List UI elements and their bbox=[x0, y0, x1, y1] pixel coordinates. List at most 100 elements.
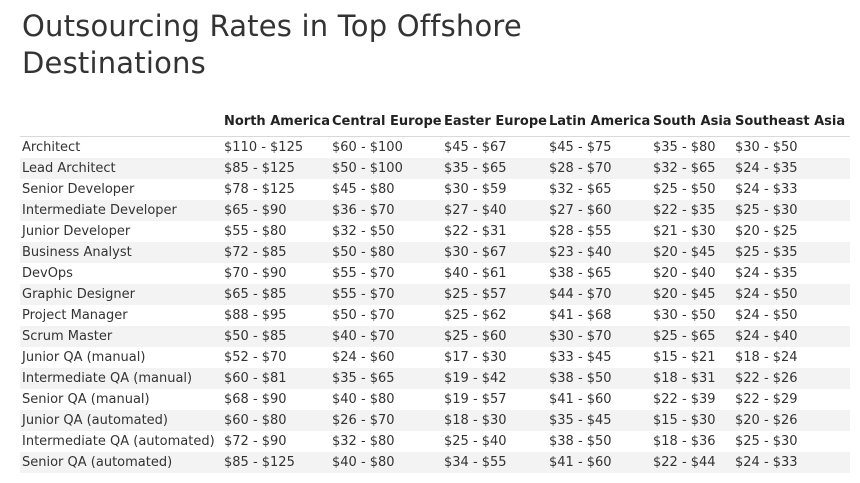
table-row: DevOps $70 - $90 $55 - $70 $40 - $61 $38 - $… bbox=[20, 263, 850, 284]
rate-cell: $85 - $125 bbox=[222, 158, 330, 179]
rate-cell: $20 - $25 bbox=[735, 224, 798, 239]
rate-cell: $24 - $40 bbox=[733, 326, 850, 347]
table-row: Intermediate QA (manual) $60 - $81 $35 - $… bbox=[20, 368, 850, 389]
role-cell: Scrum Master bbox=[20, 326, 222, 347]
rate-cell: $24 - $50 bbox=[733, 284, 850, 305]
rate-cell: $25 - $60 bbox=[442, 326, 547, 347]
table-row: Senior QA (automated) $85 - $125 $40 - $80… bbox=[20, 452, 850, 473]
rate-cell: $60 - $80 bbox=[222, 410, 330, 431]
table-row: Intermediate QA (automated) $72 - $90 $32 … bbox=[20, 431, 850, 452]
rate-cell: $30 - $50 bbox=[653, 308, 716, 323]
rate-cell: $38 - $65 bbox=[549, 266, 612, 281]
role-cell: Intermediate Developer bbox=[20, 200, 222, 221]
rate-cell: $27 - $40 bbox=[442, 200, 547, 221]
rate-cell: $25 - $40 bbox=[444, 434, 507, 449]
column-header: Easter Europe bbox=[442, 106, 547, 137]
rate-cell: $35 - $80 bbox=[653, 140, 716, 155]
rate-cell: $28 - $70 bbox=[547, 158, 651, 179]
rate-cell: $45 - $80 bbox=[332, 182, 395, 197]
column-header: Latin America bbox=[547, 106, 651, 137]
rate-cell: $25 - $65 bbox=[651, 326, 733, 347]
table-row: Junior QA (automated) $60 - $80 $26 - $70 $… bbox=[20, 410, 850, 431]
rate-cell: $22 - $29 bbox=[735, 392, 798, 407]
rate-cell: $110 - $125 bbox=[224, 140, 304, 155]
rate-cell: $30 - $70 bbox=[547, 326, 651, 347]
rate-cell: $50 - $100 bbox=[330, 158, 442, 179]
rate-cell: $68 - $90 bbox=[224, 392, 287, 407]
rate-cell: $25 - $30 bbox=[735, 434, 798, 449]
rate-cell: $50 - $85 bbox=[222, 326, 330, 347]
rate-cell: $15 - $30 bbox=[651, 410, 733, 431]
rate-cell: $35 - $45 bbox=[547, 410, 651, 431]
rate-cell: $21 - $30 bbox=[653, 224, 716, 239]
rate-cell: $60 - $81 bbox=[222, 368, 330, 389]
role-cell: Intermediate QA (automated) bbox=[22, 434, 215, 449]
rate-cell: $25 - $35 bbox=[733, 242, 850, 263]
role-cell: Project Manager bbox=[22, 308, 128, 323]
rate-cell: $22 - $31 bbox=[444, 224, 507, 239]
rate-cell: $20 - $45 bbox=[651, 284, 733, 305]
rate-cell: $55 - $70 bbox=[332, 266, 395, 281]
role-cell: DevOps bbox=[22, 266, 73, 281]
column-header: South Asia bbox=[651, 106, 733, 137]
rate-cell: $30 - $67 bbox=[442, 242, 547, 263]
table-row: Scrum Master $50 - $85 $40 - $70 $25 - $60 $… bbox=[20, 326, 850, 347]
rate-cell: $25 - $30 bbox=[733, 200, 850, 221]
table-row: Graphic Designer $65 - $85 $55 - $70 $25 - … bbox=[20, 284, 850, 305]
rate-cell: $65 - $85 bbox=[222, 284, 330, 305]
rate-cell: $18 - $30 bbox=[442, 410, 547, 431]
table-row: Senior Developer $78 - $125 $45 - $80 $30 -… bbox=[20, 179, 850, 200]
rate-cell: $27 - $60 bbox=[547, 200, 651, 221]
rate-cell: $33 - $45 bbox=[549, 350, 612, 365]
table-row: Business Analyst $72 - $85 $50 - $80 $30 - … bbox=[20, 242, 850, 263]
rate-cell: $70 - $90 bbox=[224, 266, 287, 281]
rate-cell: $30 - $59 bbox=[444, 182, 507, 197]
rate-cell: $22 - $35 bbox=[651, 200, 733, 221]
rate-cell: $20 - $26 bbox=[733, 410, 850, 431]
rate-cell: $45 - $75 bbox=[549, 140, 612, 155]
rate-cell: $28 - $55 bbox=[549, 224, 612, 239]
rate-cell: $15 - $21 bbox=[653, 350, 716, 365]
rate-cell: $72 - $90 bbox=[224, 434, 287, 449]
column-header: Southeast Asia bbox=[733, 106, 850, 137]
rate-cell: $32 - $65 bbox=[651, 158, 733, 179]
rate-cell: $45 - $67 bbox=[444, 140, 507, 155]
rate-cell: $65 - $90 bbox=[222, 200, 330, 221]
rate-cell: $40 - $80 bbox=[330, 452, 442, 473]
header-row: North America Central Europe Easter Europe… bbox=[20, 106, 850, 137]
rate-cell: $18 - $31 bbox=[651, 368, 733, 389]
rate-cell: $24 - $35 bbox=[733, 158, 850, 179]
rate-cell: $55 - $80 bbox=[224, 224, 287, 239]
rate-cell: $32 - $65 bbox=[549, 182, 612, 197]
rate-cell: $40 - $70 bbox=[330, 326, 442, 347]
rate-cell: $50 - $80 bbox=[330, 242, 442, 263]
role-cell: Junior Developer bbox=[22, 224, 131, 239]
rate-cell: $24 - $60 bbox=[332, 350, 395, 365]
rate-cell: $20 - $40 bbox=[653, 266, 716, 281]
table-body: Architect $110 - $125 $60 - $100 $45 - $67 $… bbox=[20, 137, 850, 473]
rate-cell: $18 - $24 bbox=[735, 350, 798, 365]
rate-cell: $24 - $50 bbox=[735, 308, 798, 323]
role-cell: Senior QA (automated) bbox=[20, 452, 222, 473]
rate-cell: $52 - $70 bbox=[224, 350, 287, 365]
rate-cell: $22 - $44 bbox=[651, 452, 733, 473]
role-cell: Architect bbox=[22, 140, 81, 155]
rate-cell: $40 - $80 bbox=[332, 392, 395, 407]
rate-cell: $19 - $57 bbox=[444, 392, 507, 407]
rates-table: North America Central Europe Easter Europe… bbox=[20, 106, 850, 473]
rate-cell: $41 - $60 bbox=[549, 392, 612, 407]
rate-cell: $35 - $65 bbox=[442, 158, 547, 179]
rate-cell: $26 - $70 bbox=[330, 410, 442, 431]
rate-cell: $34 - $55 bbox=[442, 452, 547, 473]
rate-cell: $35 - $65 bbox=[330, 368, 442, 389]
rate-cell: $25 - $50 bbox=[653, 182, 716, 197]
role-cell: Senior QA (manual) bbox=[22, 392, 150, 407]
column-header-role bbox=[20, 106, 222, 137]
rate-cell: $38 - $50 bbox=[547, 368, 651, 389]
rate-cell: $30 - $50 bbox=[735, 140, 798, 155]
column-header: North America bbox=[222, 106, 330, 137]
rate-cell: $22 - $26 bbox=[733, 368, 850, 389]
rate-cell: $18 - $36 bbox=[653, 434, 716, 449]
table-row: Architect $110 - $125 $60 - $100 $45 - $67 $… bbox=[20, 137, 850, 159]
rate-cell: $40 - $61 bbox=[444, 266, 507, 281]
